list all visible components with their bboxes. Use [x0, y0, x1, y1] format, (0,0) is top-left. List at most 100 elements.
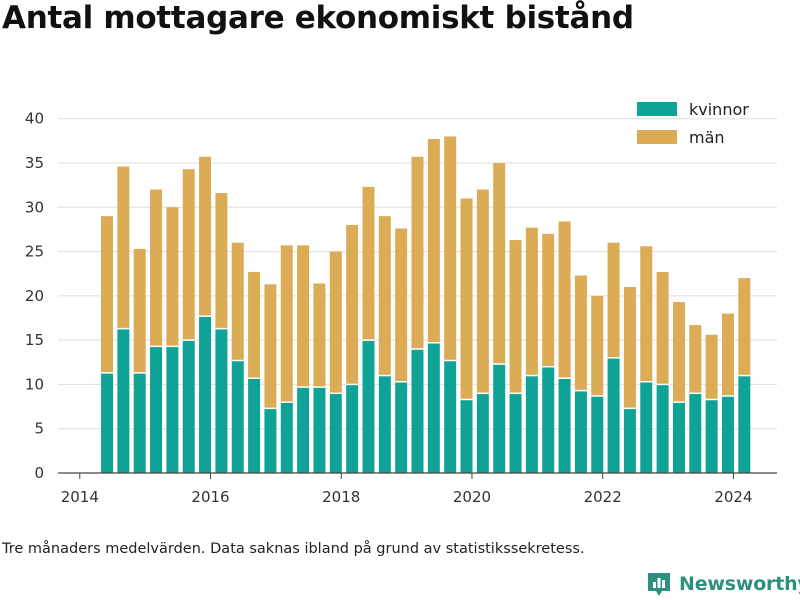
bar-kvinnor [133, 372, 146, 473]
bar-kvinnor [689, 393, 702, 473]
bar-kvinnor [329, 393, 342, 473]
legend-label-kvinnor: kvinnor [689, 100, 749, 119]
bar-kvinnor [313, 387, 326, 473]
footnote: Tre månaders medelvärden. Data saknas ib… [2, 541, 585, 557]
bar-man [199, 156, 212, 317]
bar-kvinnor [558, 378, 571, 473]
legend-label-man: män [689, 128, 725, 147]
bar-kvinnor [231, 360, 244, 473]
bar-man [313, 283, 326, 388]
bar-man [672, 302, 685, 403]
bar-kvinnor [166, 346, 179, 473]
x-tick-label: 2022 [584, 488, 622, 506]
bar-man [607, 242, 620, 358]
x-tick-label: 2024 [714, 488, 752, 506]
bar-kvinnor [297, 387, 310, 473]
bar-kvinnor [117, 328, 130, 473]
bar-kvinnor [395, 381, 408, 473]
bar-man [231, 242, 244, 361]
bar-kvinnor [607, 357, 620, 473]
bar-man [378, 216, 391, 376]
bar-man [476, 189, 489, 394]
bar-man [280, 245, 293, 403]
bar-man [150, 189, 163, 347]
bar-kvinnor [705, 399, 718, 473]
bar-man [427, 139, 440, 343]
y-tick-label: 25 [25, 243, 44, 261]
y-tick-label: 20 [25, 287, 44, 305]
bar-kvinnor [444, 360, 457, 473]
bar-group [101, 136, 751, 473]
bar-kvinnor [476, 393, 489, 473]
bar-man [493, 163, 506, 365]
y-tick-label: 35 [25, 154, 44, 172]
bar-kvinnor [525, 375, 538, 473]
brand-name: Newsworthy [679, 573, 800, 595]
bar-kvinnor [591, 395, 604, 473]
bar-kvinnor [623, 408, 636, 473]
bar-man [264, 284, 277, 409]
bar-man [721, 313, 734, 396]
bar-man [101, 216, 114, 373]
bar-kvinnor [248, 378, 261, 473]
bar-man [297, 245, 310, 388]
bar-man [329, 251, 342, 394]
bar-chart-logo-icon [648, 573, 670, 596]
bar-man [166, 207, 179, 347]
bar-kvinnor [542, 366, 555, 473]
bar-kvinnor [509, 393, 522, 473]
bar-man [738, 278, 751, 376]
bar-man [705, 334, 718, 400]
bar-kvinnor [215, 328, 228, 473]
bar-kvinnor [362, 340, 375, 473]
bar-man [395, 228, 408, 382]
bar-kvinnor [101, 372, 114, 473]
bar-man [362, 186, 375, 341]
x-tick-label: 2014 [61, 488, 99, 506]
bar-man [444, 136, 457, 361]
bar-man [623, 287, 636, 409]
brand-logo[interactable]: Newsworthy [645, 570, 800, 598]
bar-man [117, 166, 130, 329]
bar-man [542, 233, 555, 367]
bar-kvinnor [182, 340, 195, 473]
x-tick-label: 2016 [191, 488, 229, 506]
bar-kvinnor [346, 384, 359, 473]
bar-man [656, 271, 669, 385]
y-tick-label: 10 [25, 375, 44, 393]
y-tick-label: 15 [25, 331, 44, 349]
bar-man [591, 295, 604, 396]
axes: 0 5 10 15 20 25 30 35 40 2014 2016 2018 2020 2022 2024 [25, 110, 777, 506]
bar-man [133, 248, 146, 373]
y-tick-label: 0 [34, 464, 44, 482]
x-tick-label: 2020 [453, 488, 491, 506]
bar-man [460, 198, 473, 400]
bar-kvinnor [574, 390, 587, 473]
y-tick-label: 30 [25, 198, 44, 216]
bar-man [640, 246, 653, 382]
bar-man [689, 325, 702, 394]
bar-kvinnor [150, 346, 163, 473]
bar-man [248, 271, 261, 379]
bar-man [525, 227, 538, 376]
bar-man [346, 225, 359, 385]
bar-kvinnor [493, 364, 506, 473]
bar-man [558, 221, 571, 379]
bar-man [574, 275, 587, 391]
bar-kvinnor [721, 395, 734, 473]
x-tick-label: 2018 [322, 488, 360, 506]
legend-swatch-kvinnor [637, 102, 677, 116]
y-tick-label: 5 [34, 420, 44, 438]
bar-man [182, 169, 195, 341]
bar-man [509, 240, 522, 394]
bar-man [215, 193, 228, 329]
bar-kvinnor [640, 381, 653, 473]
chart-title: Antal mottagare ekonomiskt bistånd [2, 0, 634, 36]
bar-kvinnor [427, 342, 440, 473]
bar-kvinnor [672, 402, 685, 473]
bar-kvinnor [378, 375, 391, 473]
bar-kvinnor [264, 408, 277, 473]
bar-kvinnor [460, 399, 473, 473]
y-tick-label: 40 [25, 110, 44, 128]
